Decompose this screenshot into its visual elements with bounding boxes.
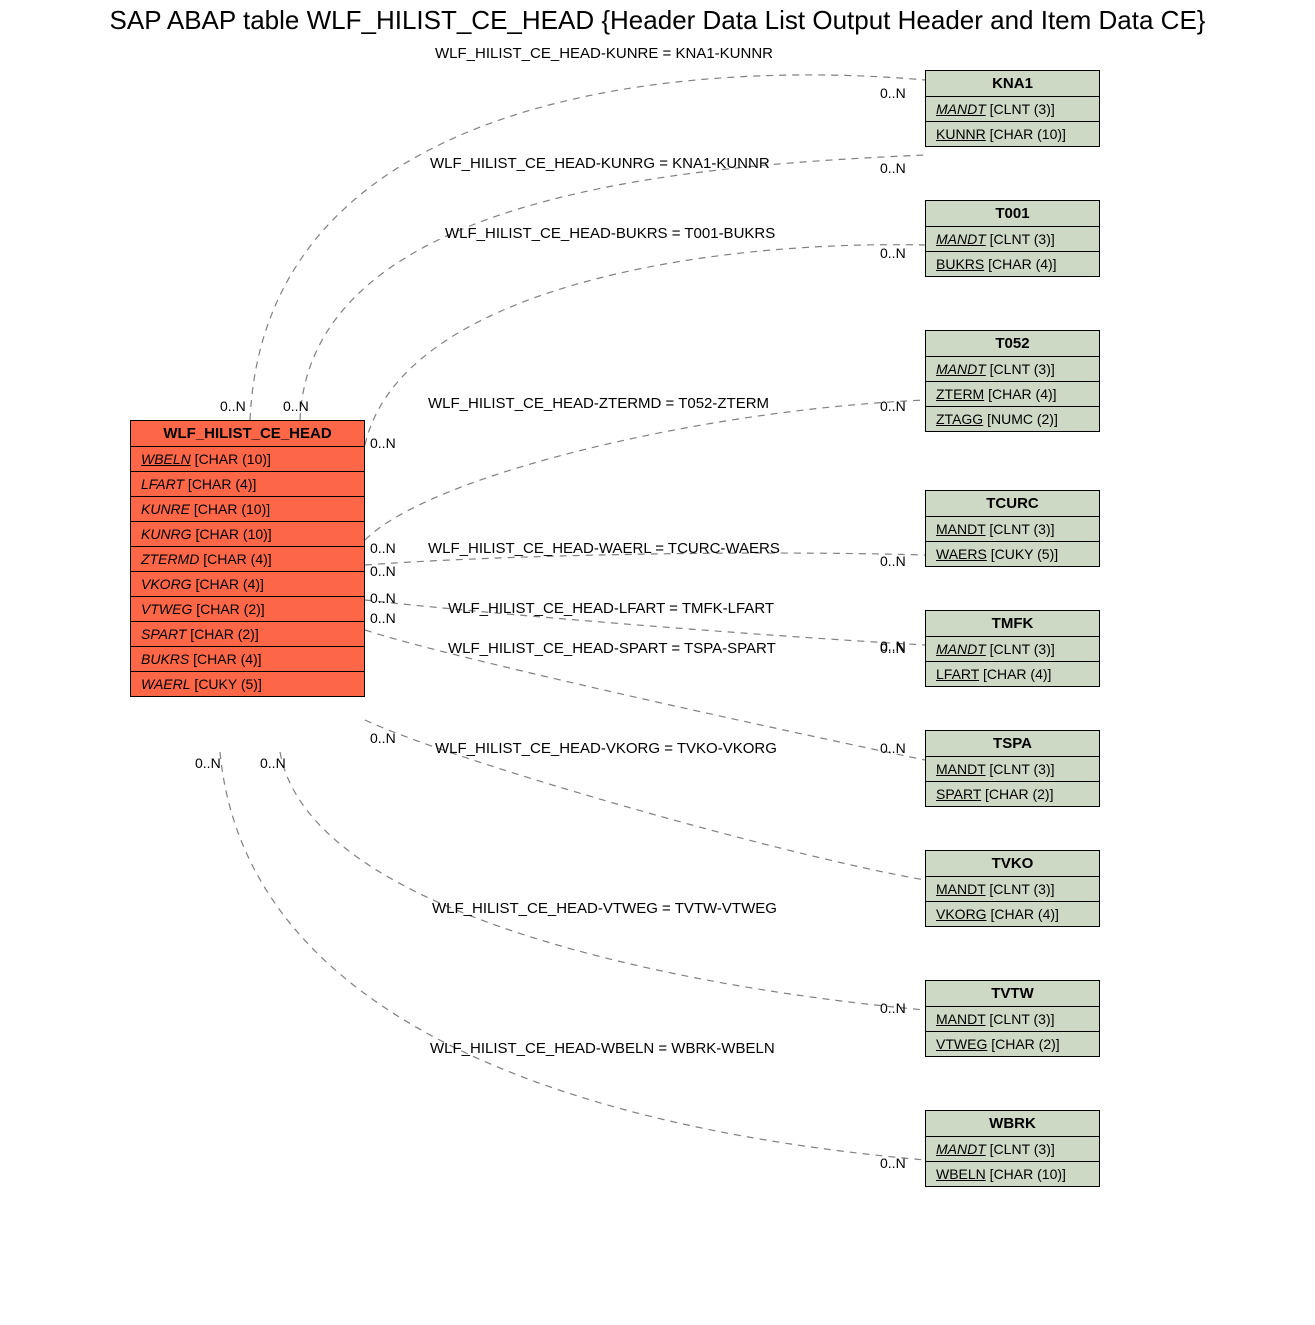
entity-header: KNA1	[926, 71, 1099, 97]
cardinality-dst: 0..N	[880, 553, 906, 569]
cardinality-dst: 0..N	[880, 245, 906, 261]
entity-header: TMFK	[926, 611, 1099, 637]
cardinality-dst: 0..N	[880, 1155, 906, 1171]
entity-header: WLF_HILIST_CE_HEAD	[131, 421, 364, 447]
relation-label: WLF_HILIST_CE_HEAD-KUNRE = KNA1-KUNNR	[435, 45, 773, 62]
entity-header: T052	[926, 331, 1099, 357]
entity-header: WBRK	[926, 1111, 1099, 1137]
relation-label: WLF_HILIST_CE_HEAD-WAERL = TCURC-WAERS	[428, 540, 780, 557]
relation-label: WLF_HILIST_CE_HEAD-BUKRS = T001-BUKRS	[445, 225, 775, 242]
entity-field: LFART [CHAR (4)]	[131, 472, 364, 497]
cardinality-src: 0..N	[370, 730, 396, 746]
cardinality-src: 0..N	[370, 563, 396, 579]
entity-field: ZTERM [CHAR (4)]	[926, 382, 1099, 407]
entity-header: TVTW	[926, 981, 1099, 1007]
entity-field: LFART [CHAR (4)]	[926, 662, 1099, 686]
entity-field: VKORG [CHAR (4)]	[926, 902, 1099, 926]
cardinality-dst: 0..N	[880, 85, 906, 101]
entity-field: SPART [CHAR (2)]	[131, 622, 364, 647]
cardinality-src: 0..N	[220, 398, 246, 414]
cardinality-dst: 0..N	[880, 160, 906, 176]
entity-header: T001	[926, 201, 1099, 227]
entity-field: WAERL [CUKY (5)]	[131, 672, 364, 696]
cardinality-src: 0..N	[370, 590, 396, 606]
entity-wbrk: WBRKMANDT [CLNT (3)]WBELN [CHAR (10)]	[925, 1110, 1100, 1187]
entity-wlf_hilist_ce_head: WLF_HILIST_CE_HEADWBELN [CHAR (10)]LFART…	[130, 420, 365, 697]
entity-tspa: TSPAMANDT [CLNT (3)]SPART [CHAR (2)]	[925, 730, 1100, 807]
entity-tmfk: TMFKMANDT [CLNT (3)]LFART [CHAR (4)]	[925, 610, 1100, 687]
cardinality-src: 0..N	[195, 755, 221, 771]
diagram-title: SAP ABAP table WLF_HILIST_CE_HEAD {Heade…	[110, 5, 1206, 36]
entity-tcurc: TCURCMANDT [CLNT (3)]WAERS [CUKY (5)]	[925, 490, 1100, 567]
entity-field: MANDT [CLNT (3)]	[926, 517, 1099, 542]
entity-field: VKORG [CHAR (4)]	[131, 572, 364, 597]
cardinality-src: 0..N	[260, 755, 286, 771]
cardinality-src: 0..N	[370, 610, 396, 626]
cardinality-dst: 0..N	[880, 1000, 906, 1016]
relation-label: WLF_HILIST_CE_HEAD-LFART = TMFK-LFART	[448, 600, 774, 617]
entity-header: TVKO	[926, 851, 1099, 877]
entity-field: MANDT [CLNT (3)]	[926, 877, 1099, 902]
cardinality-dst: 0..N	[880, 398, 906, 414]
relation-label: WLF_HILIST_CE_HEAD-VKORG = TVKO-VKORG	[435, 740, 777, 757]
entity-field: KUNRE [CHAR (10)]	[131, 497, 364, 522]
entity-kna1: KNA1MANDT [CLNT (3)]KUNNR [CHAR (10)]	[925, 70, 1100, 147]
entity-field: ZTAGG [NUMC (2)]	[926, 407, 1099, 431]
entity-field: MANDT [CLNT (3)]	[926, 357, 1099, 382]
entity-field: VTWEG [CHAR (2)]	[131, 597, 364, 622]
entity-tvtw: TVTWMANDT [CLNT (3)]VTWEG [CHAR (2)]	[925, 980, 1100, 1057]
entity-field: MANDT [CLNT (3)]	[926, 637, 1099, 662]
entity-field: BUKRS [CHAR (4)]	[131, 647, 364, 672]
relation-label: WLF_HILIST_CE_HEAD-SPART = TSPA-SPART	[448, 640, 776, 657]
entity-field: MANDT [CLNT (3)]	[926, 1137, 1099, 1162]
entity-field: KUNRG [CHAR (10)]	[131, 522, 364, 547]
cardinality-src: 0..N	[370, 435, 396, 451]
entity-field: VTWEG [CHAR (2)]	[926, 1032, 1099, 1056]
entity-field: BUKRS [CHAR (4)]	[926, 252, 1099, 276]
entity-field: WBELN [CHAR (10)]	[926, 1162, 1099, 1186]
relation-label: WLF_HILIST_CE_HEAD-VTWEG = TVTW-VTWEG	[432, 900, 777, 917]
cardinality-src: 0..N	[370, 540, 396, 556]
entity-header: TSPA	[926, 731, 1099, 757]
entity-field: MANDT [CLNT (3)]	[926, 1007, 1099, 1032]
cardinality-dst: 0..N	[880, 640, 906, 656]
entity-t052: T052MANDT [CLNT (3)]ZTERM [CHAR (4)]ZTAG…	[925, 330, 1100, 432]
entity-tvko: TVKOMANDT [CLNT (3)]VKORG [CHAR (4)]	[925, 850, 1100, 927]
entity-field: WAERS [CUKY (5)]	[926, 542, 1099, 566]
entity-header: TCURC	[926, 491, 1099, 517]
entity-field: MANDT [CLNT (3)]	[926, 757, 1099, 782]
entity-field: MANDT [CLNT (3)]	[926, 227, 1099, 252]
entity-field: MANDT [CLNT (3)]	[926, 97, 1099, 122]
cardinality-dst: 0..N	[880, 740, 906, 756]
entity-field: SPART [CHAR (2)]	[926, 782, 1099, 806]
entity-t001: T001MANDT [CLNT (3)]BUKRS [CHAR (4)]	[925, 200, 1100, 277]
entity-field: ZTERMD [CHAR (4)]	[131, 547, 364, 572]
entity-field: KUNNR [CHAR (10)]	[926, 122, 1099, 146]
relation-label: WLF_HILIST_CE_HEAD-WBELN = WBRK-WBELN	[430, 1040, 775, 1057]
cardinality-src: 0..N	[283, 398, 309, 414]
relation-label: WLF_HILIST_CE_HEAD-KUNRG = KNA1-KUNNR	[430, 155, 770, 172]
relation-label: WLF_HILIST_CE_HEAD-ZTERMD = T052-ZTERM	[428, 395, 769, 412]
entity-field: WBELN [CHAR (10)]	[131, 447, 364, 472]
